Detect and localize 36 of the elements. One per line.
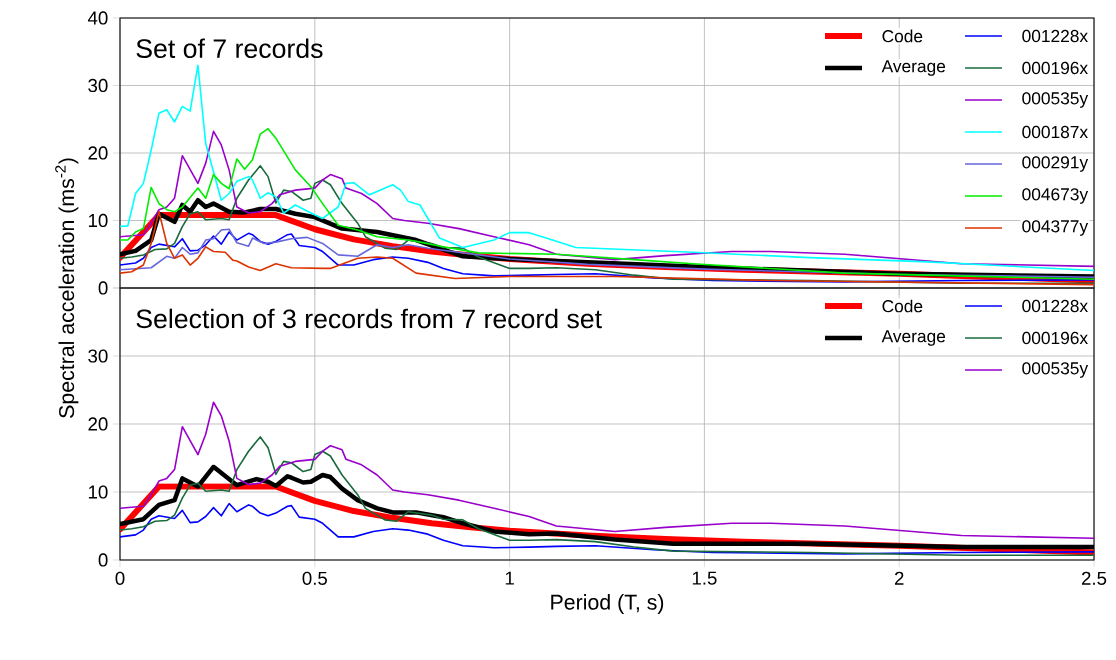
legend-label: 000196x <box>1022 331 1088 345</box>
y-tick-label: 40 <box>87 11 108 25</box>
x-tick-label: 2 <box>894 571 904 585</box>
y-tick-label: 20 <box>88 146 108 160</box>
x-tick-label: 0 <box>115 571 125 585</box>
legend-label: 001228x <box>1022 299 1088 313</box>
text: Selection of 3 records from 7 record set <box>136 308 602 329</box>
legend-label: 000535y <box>1022 92 1089 108</box>
x-tick-label: 2.5 <box>1081 571 1107 585</box>
line-series <box>120 401 1095 540</box>
text: Set of 7 records <box>136 38 323 59</box>
legend-label: 000187x <box>1022 125 1088 139</box>
legend-label: Average <box>881 330 946 346</box>
legend-label: Code <box>882 299 923 313</box>
x-tick-label: 1 <box>505 571 514 585</box>
legend-label: 001228x <box>1022 29 1088 43</box>
y-tick-label: 0 <box>98 553 108 567</box>
legend-label: 004673y <box>1022 188 1089 204</box>
y-tick-label: 10 <box>88 213 108 228</box>
legend-label: Average <box>881 60 946 76</box>
legend-label: 000196x <box>1022 61 1088 75</box>
y-tick-label: 30 <box>88 349 108 363</box>
y-tick-label: 30 <box>88 78 108 93</box>
y-axis-title: Spectral acceleration (ms$^{-2}$) <box>55 158 79 418</box>
x-axis-title: Period (T, s) <box>551 594 664 614</box>
legend-label: Code <box>882 29 923 43</box>
legend-label: 000535y <box>1022 362 1089 378</box>
x-tick-label: 0.5 <box>302 571 327 585</box>
y-tick-label: 20 <box>88 417 108 431</box>
legend-label: 004377y <box>1022 220 1089 236</box>
y-tick-label: 0 <box>98 281 108 295</box>
y-tick-label: 10 <box>88 485 108 499</box>
x-tick-label: 1.5 <box>692 571 717 585</box>
line-series <box>120 436 1095 557</box>
legend-label: 000291y <box>1022 156 1089 172</box>
line-series <box>120 502 1095 555</box>
